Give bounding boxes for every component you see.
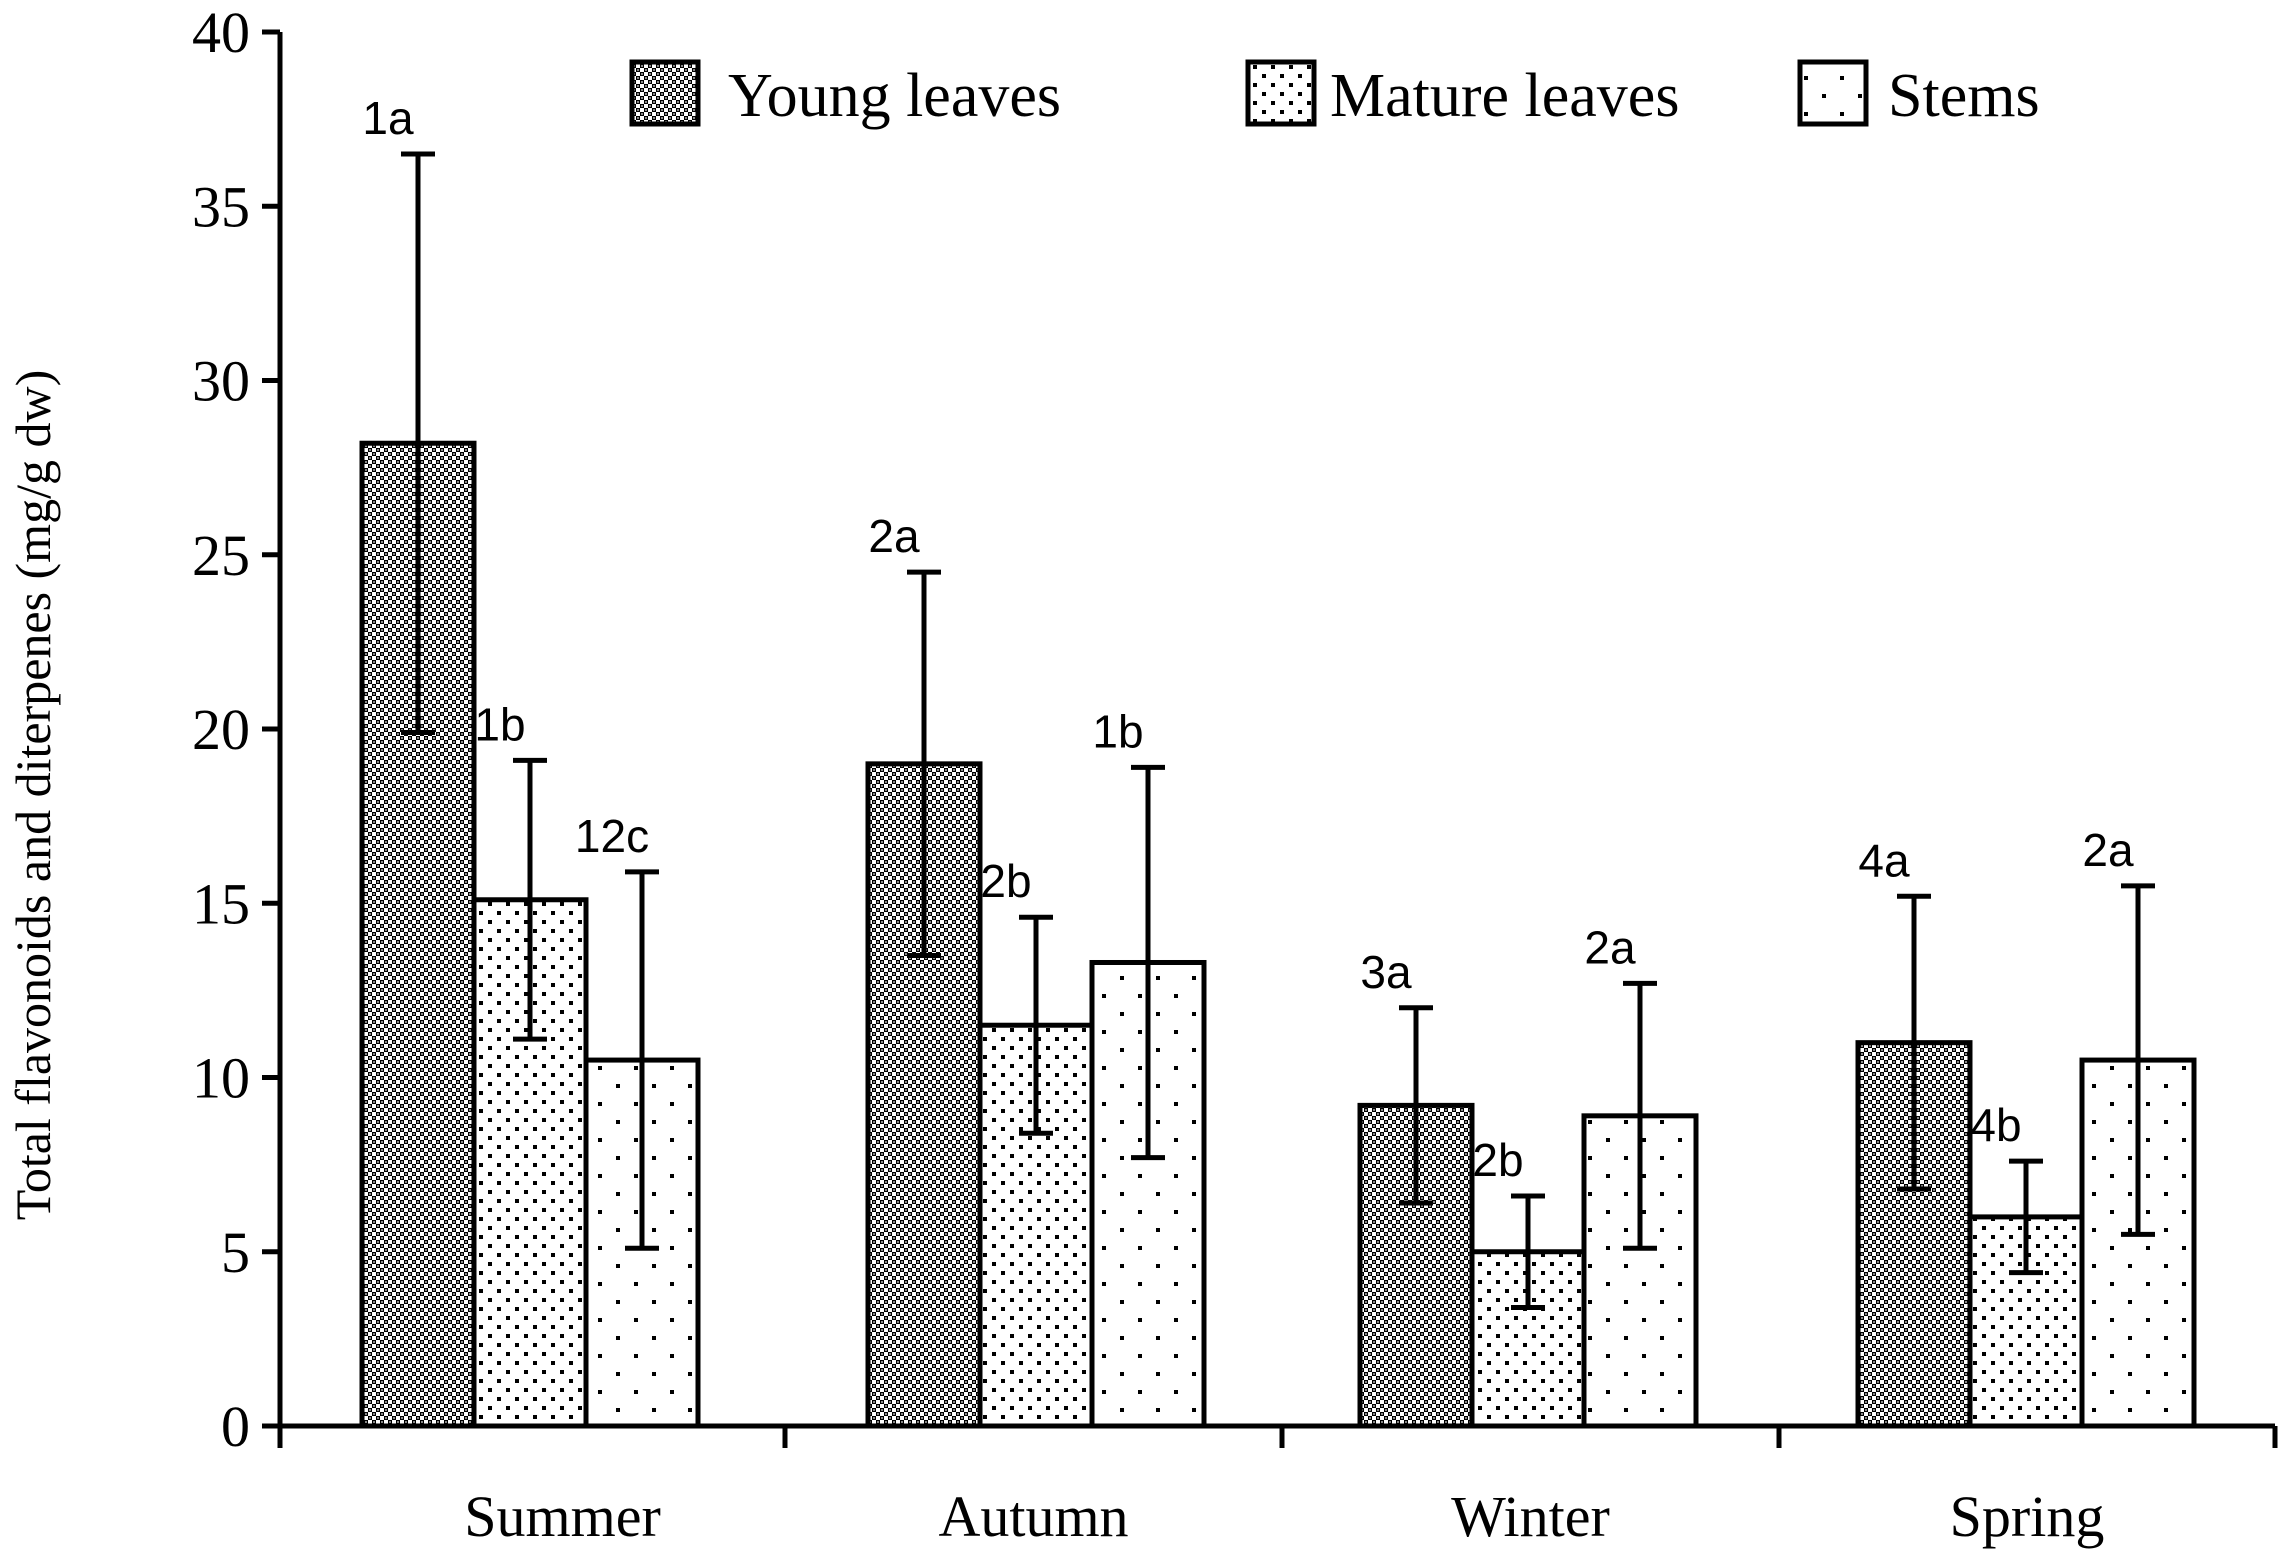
legend-item-young-leaves: Young leaves (629, 59, 1061, 130)
error-bar-0-3 (1897, 893, 1931, 1192)
y-tick-label-25: 25 (192, 523, 250, 588)
error-bar-0-1 (907, 569, 941, 959)
error-bar-2-2 (1623, 980, 1657, 1251)
data-label: 2a (868, 510, 920, 562)
category-labels: Summer Autumn Winter Spring (464, 1484, 2104, 1549)
legend-label: Young leaves (728, 62, 1061, 130)
bar-young-leaves-winter (1357, 1102, 1475, 1429)
data-label: 2a (1584, 921, 1636, 973)
error-bar-1-3 (2009, 1158, 2043, 1276)
error-bar-1-0 (513, 757, 547, 1042)
data-label: 2b (1472, 1134, 1523, 1186)
data-label: 2b (980, 855, 1031, 907)
legend-swatch (629, 59, 701, 127)
error-bar-1-1 (1019, 914, 1053, 1136)
y-tick-label-35: 35 (192, 174, 250, 239)
error-bar-0-2 (1399, 1005, 1433, 1206)
y-ticks: 0 5 10 15 20 25 30 35 40 (192, 0, 280, 1459)
legend-swatch (1797, 59, 1869, 127)
error-bar-0-0 (401, 151, 435, 735)
y-tick-label-5: 5 (221, 1220, 250, 1285)
data-label: 12c (575, 810, 649, 862)
y-tick-label-10: 10 (192, 1046, 250, 1111)
y-tick-label-15: 15 (192, 871, 250, 936)
error-bar-2-1 (1131, 764, 1165, 1161)
data-label: 4a (1858, 834, 1910, 886)
legend-item-mature-leaves: Mature leaves (1245, 59, 1679, 130)
category-label-spring: Spring (1950, 1484, 2105, 1549)
data-label: 4b (1970, 1099, 2021, 1151)
error-bar-2-0 (625, 869, 659, 1251)
category-label-winter: Winter (1451, 1484, 1610, 1549)
y-tick-label-20: 20 (192, 697, 250, 762)
legend-item-stems: Stems (1797, 59, 2040, 130)
y-axis-title: Total flavonoids and diterpenes (mg/g dw… (5, 370, 61, 1220)
y-tick-label-0: 0 (221, 1394, 250, 1459)
legend-swatch (1245, 59, 1317, 127)
error-bars (401, 151, 2155, 1311)
error-bar-2-3 (2121, 883, 2155, 1237)
data-label: 1b (474, 698, 525, 750)
y-tick-label-30: 30 (192, 349, 250, 414)
category-label-summer: Summer (464, 1484, 661, 1549)
error-bar-1-2 (1511, 1193, 1545, 1311)
data-label: 3a (1360, 946, 1412, 998)
data-labels: 1a 2a 3a 4a 1b 2b 2b 4b 12c 1b 2a 2a (362, 92, 2134, 1186)
data-label: 1a (362, 92, 414, 144)
bar-young-leaves-summer (359, 440, 477, 1429)
data-label: 1b (1092, 705, 1143, 757)
bars (359, 440, 2197, 1429)
y-tick-label-40: 40 (192, 0, 250, 65)
legend-label: Mature leaves (1330, 62, 1679, 130)
data-label: 2a (2082, 824, 2134, 876)
legend-label: Stems (1888, 62, 2040, 130)
category-label-autumn: Autumn (938, 1484, 1128, 1549)
legend: Young leaves Mature leaves Stems (629, 59, 2040, 130)
